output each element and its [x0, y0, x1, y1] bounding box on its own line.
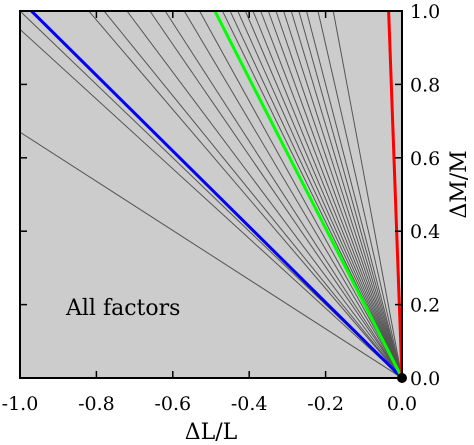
y-axis-label: ΔM/M — [447, 150, 472, 218]
x-tick-label-0: -1.0 — [2, 393, 39, 415]
thin-line-17 — [275, 11, 402, 378]
y-tick-label-0: 0.0 — [410, 368, 440, 390]
thin-line-6 — [149, 11, 402, 378]
annotation-label: All factors — [65, 296, 180, 321]
plot-frame — [19, 10, 403, 379]
thin-line-16 — [267, 11, 402, 378]
y-tick-label-1: 0.2 — [410, 295, 440, 317]
thin-line-20 — [298, 11, 402, 378]
thin-line-22 — [317, 11, 402, 378]
x-tick-label-1: -0.8 — [78, 393, 115, 415]
thin-line-11 — [229, 11, 402, 378]
ticks-group: -1.0 -0.8 -0.6 -0.4 -0.2 0.0 0.0 0.2 0.4 0.6 0.8 1.… — [2, 1, 441, 415]
series-line-2 — [387, 11, 402, 378]
series-line-0 — [30, 11, 402, 378]
x-tick-label-5: 0.0 — [387, 393, 417, 415]
y-tick-label-4: 0.8 — [410, 74, 440, 96]
thin-line-0 — [20, 131, 402, 378]
thin-line-18 — [283, 11, 402, 378]
thin-line-9 — [199, 11, 402, 378]
thin-line-15 — [260, 11, 402, 378]
thin-line-23 — [332, 11, 402, 378]
thin-line-5 — [126, 11, 402, 378]
thin-line-21 — [306, 11, 402, 378]
x-tick-label-3: -0.4 — [231, 393, 268, 415]
thin-line-7 — [164, 11, 402, 378]
thin-line-8 — [183, 11, 402, 378]
thin-line-12 — [237, 11, 402, 378]
series-line-1 — [213, 11, 402, 378]
x-axis-label: ΔL/L — [185, 420, 238, 445]
y-tick-label-5: 1.0 — [410, 1, 440, 23]
thin-line-13 — [244, 11, 402, 378]
thin-line-19 — [290, 11, 402, 378]
thin-line-14 — [252, 11, 402, 378]
x-tick-label-4: -0.2 — [307, 393, 344, 415]
thin-line-4 — [103, 11, 402, 378]
thin-line-1 — [20, 28, 402, 378]
thin-line-3 — [88, 11, 402, 378]
y-tick-label-3: 0.6 — [410, 148, 440, 170]
series-lines-group — [30, 11, 402, 378]
y-tick-label-2: 0.4 — [410, 221, 440, 243]
x-tick-label-2: -0.6 — [154, 393, 191, 415]
